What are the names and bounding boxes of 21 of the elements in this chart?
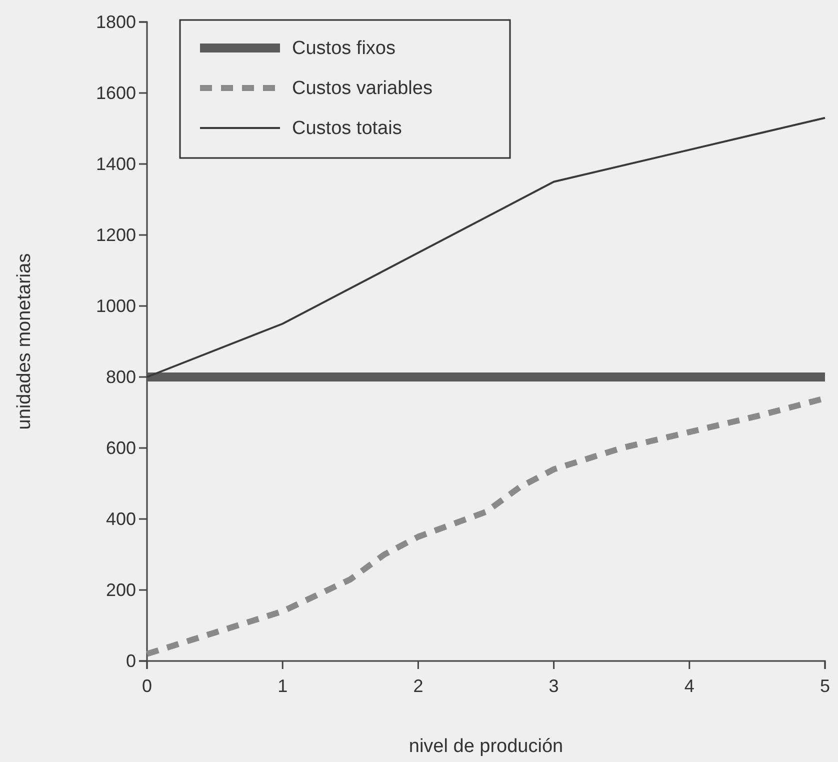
x-tick-label: 0 xyxy=(142,676,152,696)
x-tick-label: 4 xyxy=(684,676,694,696)
y-axis-title: unidades monetarias xyxy=(14,253,35,430)
legend-label: Custos variables xyxy=(292,78,432,99)
y-tick-label: 1200 xyxy=(96,224,136,245)
y-tick-label: 400 xyxy=(106,508,136,529)
x-tick-label: 2 xyxy=(413,676,424,696)
x-tick-label: 5 xyxy=(820,676,830,696)
legend-label: Custos totais xyxy=(292,118,402,139)
y-tick-label: 1600 xyxy=(96,82,136,103)
x-tick-label: 3 xyxy=(548,676,559,696)
y-tick-label: 1000 xyxy=(96,296,136,316)
x-axis-title: nivel de produción xyxy=(408,736,564,757)
y-tick-label: 1800 xyxy=(96,12,136,32)
y-tick-label: 600 xyxy=(106,438,136,458)
y-tick-label: 0 xyxy=(126,650,136,671)
y-tick-label: 1400 xyxy=(96,154,136,174)
y-tick-label: 200 xyxy=(106,580,136,600)
y-tick-label: 800 xyxy=(106,366,136,387)
legend-label: Custos fixos xyxy=(292,38,396,59)
x-tick-label: 1 xyxy=(278,676,288,696)
